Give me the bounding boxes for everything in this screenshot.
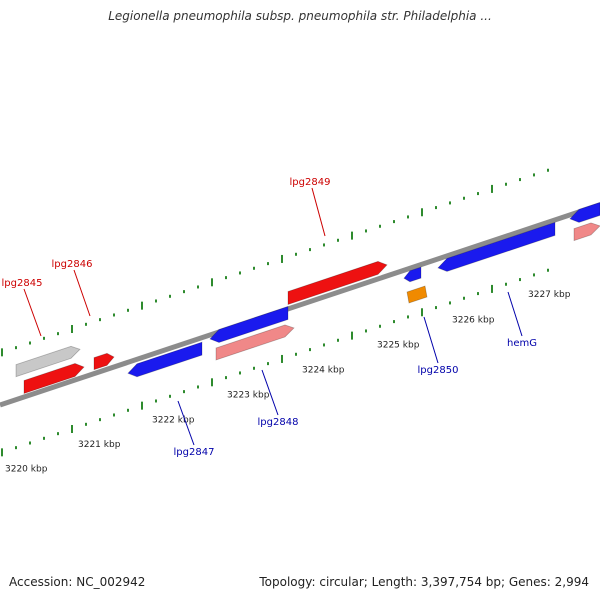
leader-line-lpg2850: [423, 316, 439, 364]
gene-label-lpg2845[interactable]: lpg2845: [2, 278, 43, 289]
leader-line-lpg2848: [261, 369, 279, 416]
gene-label-lpg2850[interactable]: lpg2850: [418, 365, 459, 376]
accession-text: Accession: NC_002942: [9, 575, 146, 589]
leader-line-hemG: [507, 291, 523, 337]
gene-arrow-reverse-right[interactable]: [569, 201, 600, 223]
gene-label-lpg2846[interactable]: lpg2846: [52, 259, 93, 270]
gene-arrow-forward-light[interactable]: [215, 324, 295, 361]
gene-label-lpg2849[interactable]: lpg2849: [290, 177, 331, 188]
gene-arrow-forward-light-2[interactable]: [573, 222, 600, 242]
gene-arrow-hemG[interactable]: [437, 221, 556, 272]
gene-arrow-lpg2848[interactable]: [209, 305, 289, 343]
gene-arrow-pseudo[interactable]: [15, 345, 81, 378]
gene-label-hemG[interactable]: hemG: [507, 338, 537, 349]
genome-summary-text: Topology: circular; Length: 3,397,754 bp…: [259, 575, 589, 589]
backbone-line: [0, 202, 600, 408]
gene-rna-box[interactable]: [406, 285, 428, 304]
gene-label-lpg2847[interactable]: lpg2847: [174, 447, 215, 458]
scale-label: 3224 kbp: [302, 365, 345, 375]
leader-line-lpg2847: [177, 400, 195, 446]
gene-arrow-lpg2849[interactable]: [287, 261, 388, 306]
gene-arrow-lpg2846[interactable]: [93, 352, 115, 371]
scale-label: 3226 kbp: [452, 315, 495, 325]
leader-line-lpg2849: [311, 187, 326, 237]
scale-label: 3221 kbp: [78, 440, 121, 450]
leader-line-lpg2845: [23, 288, 42, 337]
leader-line-lpg2846: [73, 269, 91, 317]
scale-label: 3220 kbp: [5, 464, 48, 474]
gene-label-lpg2848[interactable]: lpg2848: [258, 417, 299, 428]
gene-arrow-lpg2850[interactable]: [403, 266, 422, 283]
scale-label: 3223 kbp: [227, 390, 270, 400]
scale-label: 3227 kbp: [528, 290, 571, 300]
map-title: Legionella pneumophila subsp. pneumophil…: [108, 9, 492, 23]
scale-label: 3225 kbp: [377, 340, 420, 350]
gene-arrow-lpg2847[interactable]: [127, 341, 203, 378]
scale-label: 3222 kbp: [152, 415, 195, 425]
gene-arrow-lpg2845[interactable]: [23, 363, 85, 395]
